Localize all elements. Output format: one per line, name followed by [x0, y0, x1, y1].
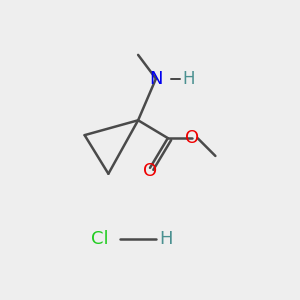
Text: O: O — [184, 129, 199, 147]
Text: H: H — [159, 230, 172, 248]
Text: H: H — [183, 70, 195, 88]
Text: Cl: Cl — [91, 230, 108, 248]
Text: O: O — [143, 162, 157, 180]
Text: N: N — [149, 70, 163, 88]
